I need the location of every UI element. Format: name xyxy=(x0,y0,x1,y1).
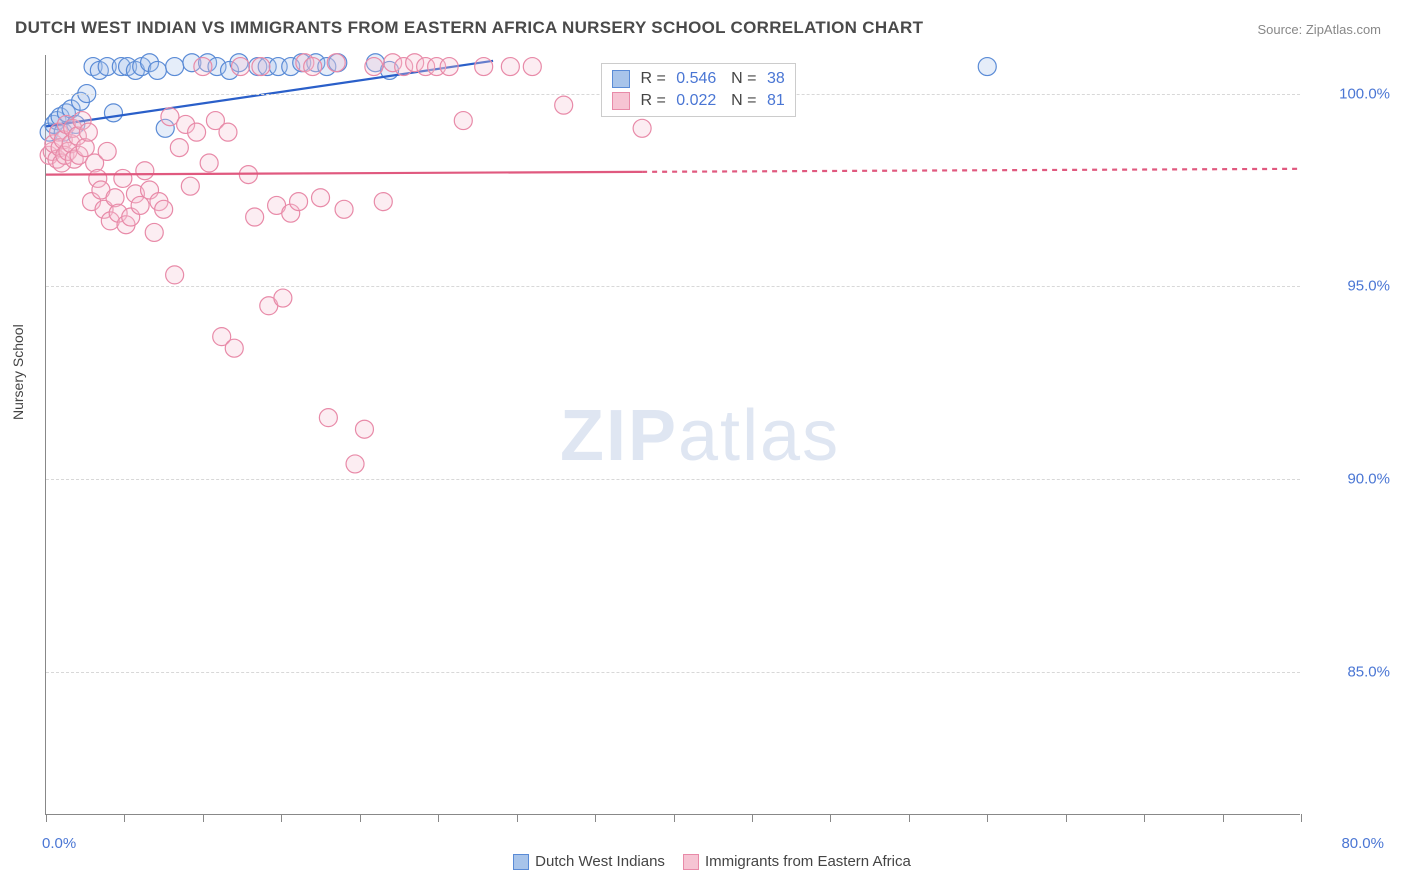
data-point xyxy=(304,58,322,76)
data-point xyxy=(98,142,116,160)
data-point xyxy=(327,54,345,72)
gridline xyxy=(46,672,1300,673)
scatter-svg xyxy=(46,55,1301,815)
data-point xyxy=(232,58,250,76)
r-value: 0.546 xyxy=(676,70,716,88)
gridline xyxy=(46,286,1300,287)
y-tick-label: 100.0% xyxy=(1310,85,1390,102)
r-value: 0.022 xyxy=(676,92,716,110)
legend-swatch xyxy=(612,92,630,110)
n-value: 81 xyxy=(767,92,785,110)
trend-line-extrapolated xyxy=(642,169,1301,172)
x-axis-label-left: 0.0% xyxy=(42,835,76,852)
x-tick xyxy=(124,814,125,822)
x-tick xyxy=(674,814,675,822)
x-tick xyxy=(909,814,910,822)
data-point xyxy=(225,339,243,357)
data-point xyxy=(335,200,353,218)
stats-legend: R = 0.546 N = 38 R = 0.022 N = 81 xyxy=(601,63,796,117)
x-tick xyxy=(987,814,988,822)
data-point xyxy=(200,154,218,172)
data-point xyxy=(978,58,996,76)
source-label: Source: ZipAtlas.com xyxy=(1257,22,1381,37)
data-point xyxy=(440,58,458,76)
data-point xyxy=(104,104,122,122)
x-tick xyxy=(1223,814,1224,822)
data-point xyxy=(274,289,292,307)
data-point xyxy=(346,455,364,473)
y-tick-label: 95.0% xyxy=(1310,278,1390,295)
data-point xyxy=(290,193,308,211)
x-axis-label-right: 80.0% xyxy=(1341,835,1384,852)
gridline xyxy=(46,479,1300,480)
data-point xyxy=(374,193,392,211)
data-point xyxy=(365,58,383,76)
data-point xyxy=(523,58,541,76)
data-point xyxy=(501,58,519,76)
x-tick xyxy=(281,814,282,822)
data-point xyxy=(79,123,97,141)
legend-row: R = 0.022 N = 81 xyxy=(612,90,785,112)
data-point xyxy=(106,189,124,207)
y-tick-label: 90.0% xyxy=(1310,471,1390,488)
x-tick xyxy=(203,814,204,822)
n-value: 38 xyxy=(767,70,785,88)
x-tick xyxy=(1066,814,1067,822)
legend-row: R = 0.546 N = 38 xyxy=(612,68,785,90)
data-point xyxy=(181,177,199,195)
data-point xyxy=(166,58,184,76)
data-point xyxy=(475,58,493,76)
legend-swatch xyxy=(513,854,529,870)
x-tick xyxy=(46,814,47,822)
data-point xyxy=(355,420,373,438)
data-point xyxy=(454,112,472,130)
chart-container: { "title": "DUTCH WEST INDIAN VS IMMIGRA… xyxy=(0,0,1406,892)
x-tick xyxy=(595,814,596,822)
data-point xyxy=(155,200,173,218)
x-tick xyxy=(1144,814,1145,822)
data-point xyxy=(170,139,188,157)
legend-label: Immigrants from Eastern Africa xyxy=(705,853,911,870)
data-point xyxy=(194,58,212,76)
data-point xyxy=(166,266,184,284)
data-point xyxy=(246,208,264,226)
data-point xyxy=(219,123,237,141)
data-point xyxy=(312,189,330,207)
data-point xyxy=(252,58,270,76)
x-tick xyxy=(438,814,439,822)
data-point xyxy=(136,162,154,180)
chart-title: DUTCH WEST INDIAN VS IMMIGRANTS FROM EAS… xyxy=(15,18,923,38)
data-point xyxy=(319,409,337,427)
data-point xyxy=(555,96,573,114)
data-point xyxy=(148,61,166,79)
data-point xyxy=(131,196,149,214)
plot-area: 85.0%90.0%95.0%100.0% R = 0.546 N = 38 R… xyxy=(45,55,1300,815)
data-point xyxy=(188,123,206,141)
legend-swatch xyxy=(683,854,699,870)
x-tick xyxy=(1301,814,1302,822)
x-tick xyxy=(517,814,518,822)
x-tick xyxy=(830,814,831,822)
x-tick xyxy=(752,814,753,822)
y-axis-label: Nursery School xyxy=(10,324,26,420)
data-point xyxy=(145,223,163,241)
data-point xyxy=(114,169,132,187)
x-tick xyxy=(360,814,361,822)
series-legend: Dutch West Indians Immigrants from Easter… xyxy=(0,853,1406,870)
data-point xyxy=(633,119,651,137)
legend-label: Dutch West Indians xyxy=(535,853,665,870)
data-point xyxy=(76,139,94,157)
y-tick-label: 85.0% xyxy=(1310,664,1390,681)
legend-swatch xyxy=(612,70,630,88)
